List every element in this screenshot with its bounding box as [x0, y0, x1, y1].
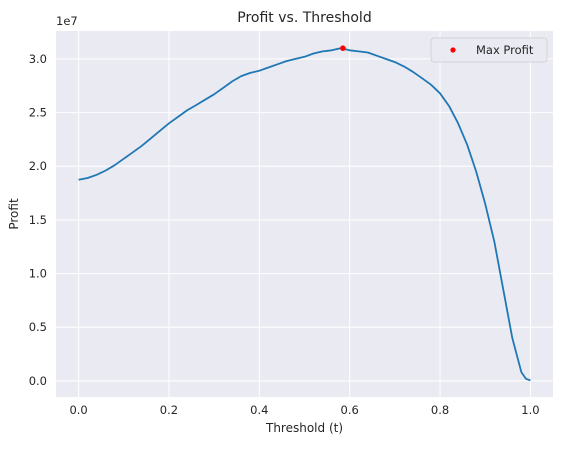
y-axis-label: Profit [7, 198, 21, 230]
x-axis-label: Threshold (t) [265, 421, 343, 435]
legend-label-max-profit: Max Profit [476, 43, 534, 57]
y-tick-label: 1.0 [29, 267, 47, 281]
chart-title: Profit vs. Threshold [237, 10, 371, 26]
y-tick-label: 2.0 [29, 159, 47, 173]
y-tick-label: 0.0 [29, 374, 47, 388]
series-line-profit [78, 47, 531, 382]
legend: Max Profit [430, 37, 548, 63]
y-tick-label: 0.5 [29, 320, 47, 334]
grid-lines [56, 31, 553, 397]
y-tick-label: 1.5 [29, 213, 47, 227]
y-offset-label: 1e7 [56, 14, 78, 28]
x-tick-label: 0.8 [431, 403, 449, 417]
x-tick-label: 0.6 [341, 403, 359, 417]
x-tick-labels: 0.0 0.2 0.4 0.6 0.8 1.0 [69, 403, 539, 417]
y-tick-label: 3.0 [29, 52, 47, 66]
marker-group [340, 45, 346, 51]
y-tick-labels: 0.0 0.5 1.0 1.5 2.0 2.5 3.0 [29, 52, 47, 388]
legend-box [430, 37, 548, 63]
max-profit-marker [340, 45, 346, 51]
series-group [78, 47, 531, 382]
x-tick-label: 0.4 [250, 403, 268, 417]
legend-marker-max-profit [450, 47, 456, 53]
plot-area [56, 31, 553, 397]
x-tick-label: 0.0 [69, 403, 87, 417]
y-tick-label: 2.5 [29, 106, 47, 120]
x-tick-label: 0.2 [160, 403, 178, 417]
x-tick-label: 1.0 [521, 403, 539, 417]
